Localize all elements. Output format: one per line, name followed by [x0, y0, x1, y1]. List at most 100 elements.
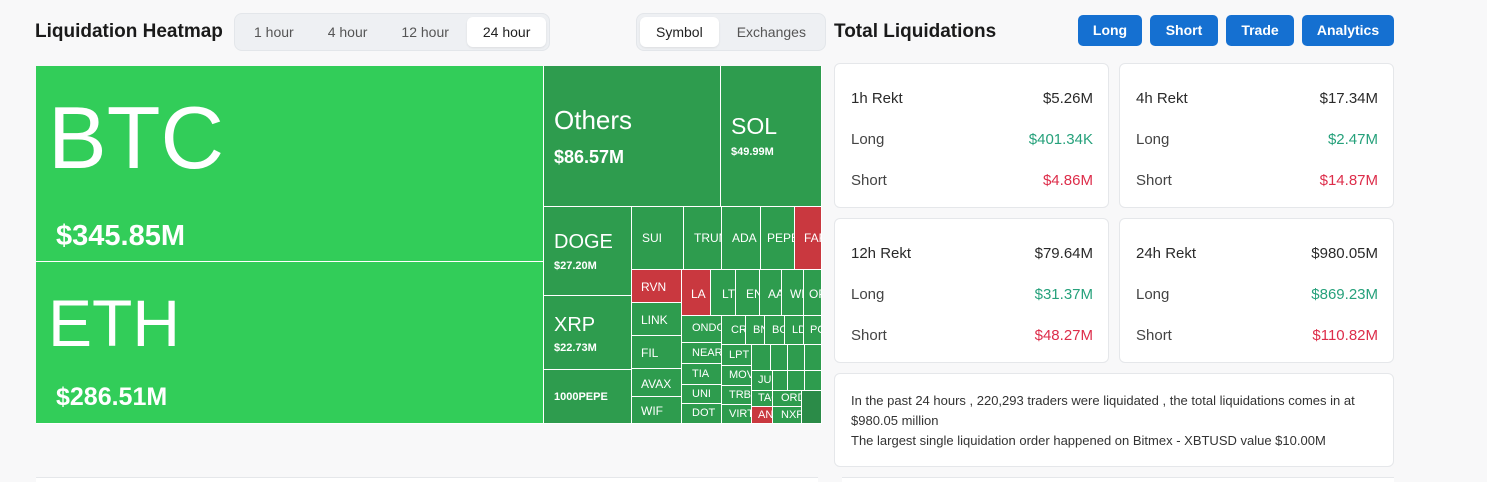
tile-tia[interactable]: TIA — [682, 364, 722, 385]
long-label: Long — [851, 286, 885, 303]
tile-fil[interactable]: FIL — [632, 336, 682, 369]
tile-uni[interactable]: UNI — [682, 385, 722, 404]
tile-label: POL — [810, 324, 821, 336]
tile-label: ADA — [732, 231, 757, 245]
tile-sui[interactable]: SUI — [632, 207, 684, 270]
short-value: $14.87M — [1319, 172, 1378, 189]
tile-label: LINK — [641, 313, 668, 327]
tile-ltc[interactable]: LTC — [711, 270, 736, 316]
tile-tao[interactable]: TAO — [752, 391, 773, 407]
tile-ena[interactable]: ENA — [736, 270, 760, 316]
tile-small[interactable] — [752, 345, 771, 371]
timeframe-1h[interactable]: 1 hour — [254, 24, 294, 40]
long-label: Long — [1136, 131, 1170, 148]
tile-label: NXPC — [781, 409, 801, 421]
tile-w[interactable]: WLD — [782, 270, 804, 316]
tile-pol[interactable]: POL — [804, 316, 822, 345]
tile-label: BCH — [772, 324, 784, 336]
tile-label: TRB — [729, 389, 751, 401]
tile-label: SOL — [731, 113, 778, 139]
tile-lpt[interactable]: LPT — [722, 345, 752, 366]
tile-label: RVN — [641, 280, 667, 294]
tile-label: WLD — [790, 287, 803, 301]
tile-btc[interactable]: BTC $345.85M — [36, 66, 544, 262]
tile-sol[interactable]: SOL $49.99M — [721, 66, 822, 207]
tile-wif[interactable]: WIF — [632, 397, 682, 424]
tile-label: JUP — [758, 374, 772, 386]
tile-label: AVAX — [641, 377, 672, 391]
tile-doge[interactable]: DOGE $27.20M — [544, 207, 632, 296]
tile-label: TIA — [692, 368, 710, 380]
tile-bnb[interactable]: BNB — [746, 316, 765, 345]
tile-ldo[interactable]: LDO — [785, 316, 804, 345]
tile-eth[interactable]: ETH $286.51M — [36, 262, 544, 424]
tile-anime[interactable]: ANIME — [752, 407, 773, 424]
trade-button[interactable]: Trade — [1226, 15, 1294, 46]
tile-link[interactable]: LINK — [632, 303, 682, 336]
tile-bch[interactable]: BCH — [765, 316, 785, 345]
tile-label: ANIME — [758, 409, 773, 421]
short-value: $4.86M — [1042, 172, 1093, 189]
tile-label: UNI — [692, 388, 711, 400]
tile-ondo[interactable]: ONDO — [682, 316, 722, 343]
grouping-exchanges[interactable]: Exchanges — [736, 24, 806, 40]
tile-others[interactable]: Others $86.57M — [544, 66, 721, 207]
grouping-symbol[interactable]: Symbol — [640, 17, 719, 47]
tile-label: WIF — [641, 404, 663, 418]
tile-trump[interactable]: TRUMP — [684, 207, 722, 270]
tile-near[interactable]: NEAR — [682, 343, 722, 364]
tile-label: BTC — [48, 88, 224, 187]
tile-small[interactable] — [771, 345, 788, 371]
timeframe-selector: 1 hour 4 hour 12 hour 24 hour — [234, 13, 551, 51]
tile-op[interactable]: OP — [804, 270, 822, 316]
tile-move[interactable]: MOVE — [722, 366, 752, 386]
short-label: Short — [851, 327, 887, 344]
tile-value: $345.85M — [56, 220, 185, 252]
card-24h-rekt: 24h Rekt $980.05M Long $869.23M Short $110.… — [1119, 218, 1394, 363]
card-period: 12h Rekt — [851, 245, 912, 262]
tile-small[interactable] — [788, 371, 805, 391]
card-period: 1h Rekt — [851, 90, 903, 107]
tile-small[interactable] — [802, 391, 822, 424]
tile-jup[interactable]: JUP — [752, 371, 773, 391]
tile-rvn[interactable]: RVN — [632, 270, 682, 303]
tile-fartcoin[interactable]: FARTCOIN — [795, 207, 822, 270]
tile-1000pepe[interactable]: 1000PEPE — [544, 370, 632, 424]
tile-xrp[interactable]: XRP $22.73M — [544, 296, 632, 370]
tile-crv[interactable]: CRV — [722, 316, 746, 345]
short-label: Short — [851, 172, 887, 189]
tile-avax[interactable]: AVAX — [632, 369, 682, 397]
tile-small[interactable] — [805, 345, 822, 371]
tile-small[interactable] — [773, 371, 788, 391]
timeframe-12h[interactable]: 12 hour — [401, 24, 449, 40]
tile-virtual[interactable]: VIRTUAL — [722, 405, 752, 424]
analytics-button[interactable]: Analytics — [1302, 15, 1394, 46]
timeframe-4h[interactable]: 4 hour — [327, 24, 368, 40]
long-button[interactable]: Long — [1078, 15, 1142, 46]
card-total: $980.05M — [1311, 245, 1378, 262]
tile-nxpc[interactable]: NXPC — [773, 407, 802, 424]
tile-ada[interactable]: ADA — [722, 207, 761, 270]
tile-value: $27.20M — [554, 260, 597, 272]
tile-label: NEAR — [692, 347, 722, 359]
tile-label: XRP — [554, 314, 596, 336]
short-value: $110.82M — [1312, 327, 1378, 344]
tile-trb[interactable]: TRB — [722, 386, 752, 405]
grouping-selector: Symbol Exchanges — [636, 13, 826, 51]
tile-small[interactable] — [805, 371, 822, 391]
tile-aave[interactable]: AAVE — [760, 270, 782, 316]
total-liquidations-title: Total Liquidations — [834, 21, 997, 42]
timeframe-24h[interactable]: 24 hour — [466, 17, 547, 47]
long-label: Long — [1136, 286, 1170, 303]
card-4h-rekt: 4h Rekt $17.34M Long $2.47M Short $14.87M — [1119, 63, 1394, 208]
tile-small[interactable] — [788, 345, 805, 371]
short-button[interactable]: Short — [1150, 15, 1218, 46]
tile-la[interactable]: LA — [682, 270, 711, 316]
tile-ordi[interactable]: ORDI — [773, 391, 802, 407]
tile-pepe[interactable]: PEPE — [761, 207, 795, 270]
card-12h-rekt: 12h Rekt $79.64M Long $31.37M Short $48.27M — [834, 218, 1109, 363]
tile-dot[interactable]: DOT — [682, 404, 722, 424]
long-value: $401.34K — [1028, 131, 1093, 148]
bottom-panel-right — [842, 477, 1394, 482]
summary-line-2: The largest single liquidation order hap… — [851, 433, 1326, 448]
